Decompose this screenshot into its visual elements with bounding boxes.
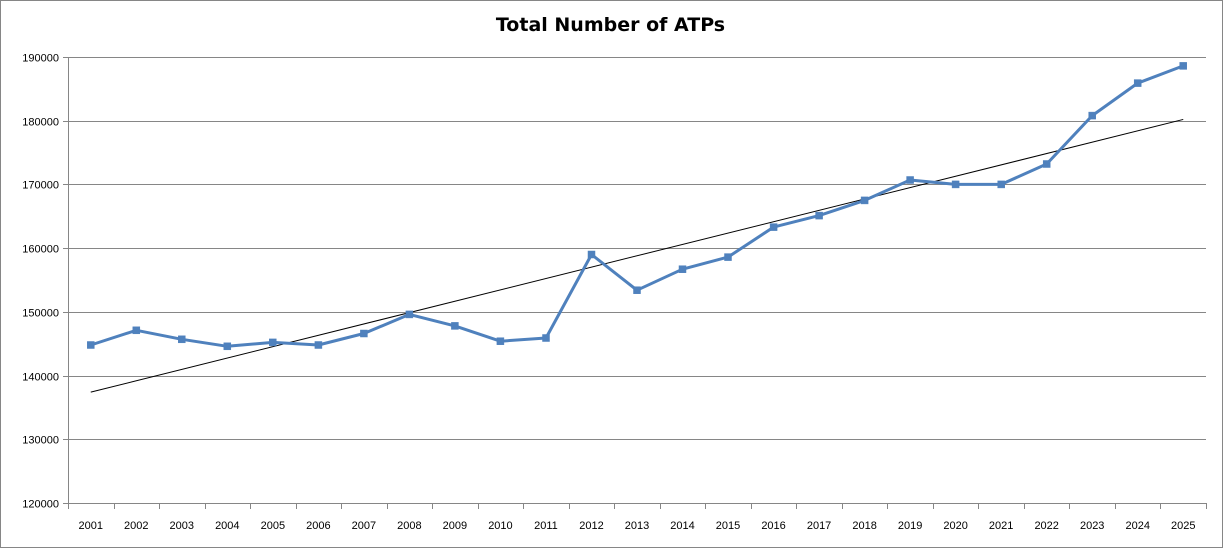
data-point <box>1179 62 1187 70</box>
data-point <box>997 180 1005 189</box>
x-tick-label: 2013 <box>625 520 649 532</box>
series-group <box>87 62 1187 351</box>
data-point <box>496 337 505 345</box>
y-tick-label: 120000 <box>22 499 59 511</box>
y-tick-label: 140000 <box>22 372 59 384</box>
data-point <box>724 253 732 261</box>
data-point <box>405 310 414 319</box>
data-point <box>451 322 459 330</box>
data-point <box>178 335 186 344</box>
x-tick-label: 2025 <box>1171 520 1195 532</box>
data-point <box>633 286 641 294</box>
y-axis-ticks: 120000 130000 140000 150000 160000 170000 1800… <box>22 53 68 511</box>
x-tick-label: 2012 <box>579 520 603 532</box>
data-point <box>951 180 960 189</box>
gridlines <box>68 57 1206 440</box>
data-point <box>87 341 95 349</box>
data-point <box>314 341 323 349</box>
x-tick-label: 2017 <box>807 520 831 532</box>
x-tick-label: 2005 <box>261 520 285 532</box>
x-tick-label: 2003 <box>170 520 194 532</box>
y-tick-label: 180000 <box>22 117 59 129</box>
x-tick-label: 2001 <box>79 520 103 532</box>
x-tick-label: 2024 <box>1125 520 1149 532</box>
data-point <box>815 211 823 220</box>
y-tick-label: 150000 <box>22 308 59 320</box>
trendline <box>90 118 1184 393</box>
x-tick-label: 2015 <box>716 520 740 532</box>
y-tick-label: 170000 <box>22 180 59 192</box>
data-point <box>906 176 914 184</box>
data-point <box>587 250 596 259</box>
x-tick-label: 2023 <box>1080 520 1104 532</box>
data-point <box>1133 79 1142 87</box>
data-point <box>542 334 550 342</box>
x-tick-label: 2021 <box>989 520 1013 532</box>
data-point <box>132 326 141 335</box>
x-tick-label: 2010 <box>488 520 512 532</box>
x-tick-label: 2016 <box>761 520 785 532</box>
data-point <box>1042 160 1051 168</box>
y-tick-label: 160000 <box>22 244 59 256</box>
axes <box>68 57 1206 504</box>
series-line <box>89 64 1185 348</box>
x-tick-label: 2006 <box>306 520 330 532</box>
x-tick-label: 2009 <box>443 520 467 532</box>
data-point <box>223 342 232 351</box>
x-tick-label: 2018 <box>852 520 876 532</box>
data-point <box>1088 111 1096 120</box>
trendline-group <box>90 118 1184 393</box>
x-tick-label: 2022 <box>1034 520 1058 532</box>
x-tick-label: 2019 <box>898 520 922 532</box>
x-tick-label: 2002 <box>124 520 148 532</box>
data-point <box>678 265 687 273</box>
data-point <box>860 196 869 205</box>
data-point <box>269 338 277 347</box>
x-tick-label: 2011 <box>534 520 558 532</box>
x-tick-label: 2008 <box>397 520 421 532</box>
x-tick-label: 2007 <box>352 520 376 532</box>
x-tick-label: 2020 <box>943 520 967 532</box>
x-tick-label: 2004 <box>215 520 239 532</box>
y-tick-label: 130000 <box>22 435 59 447</box>
x-tick-label: 2014 <box>670 520 694 532</box>
chart-title: Total Number of ATPs <box>495 14 726 36</box>
y-tick-label: 190000 <box>22 53 59 65</box>
data-point <box>769 223 778 231</box>
data-point <box>360 329 368 338</box>
x-axis-ticks: 2001 2002 2003 2004 2005 2006 2007 2008 2009 2010… <box>68 503 1207 532</box>
